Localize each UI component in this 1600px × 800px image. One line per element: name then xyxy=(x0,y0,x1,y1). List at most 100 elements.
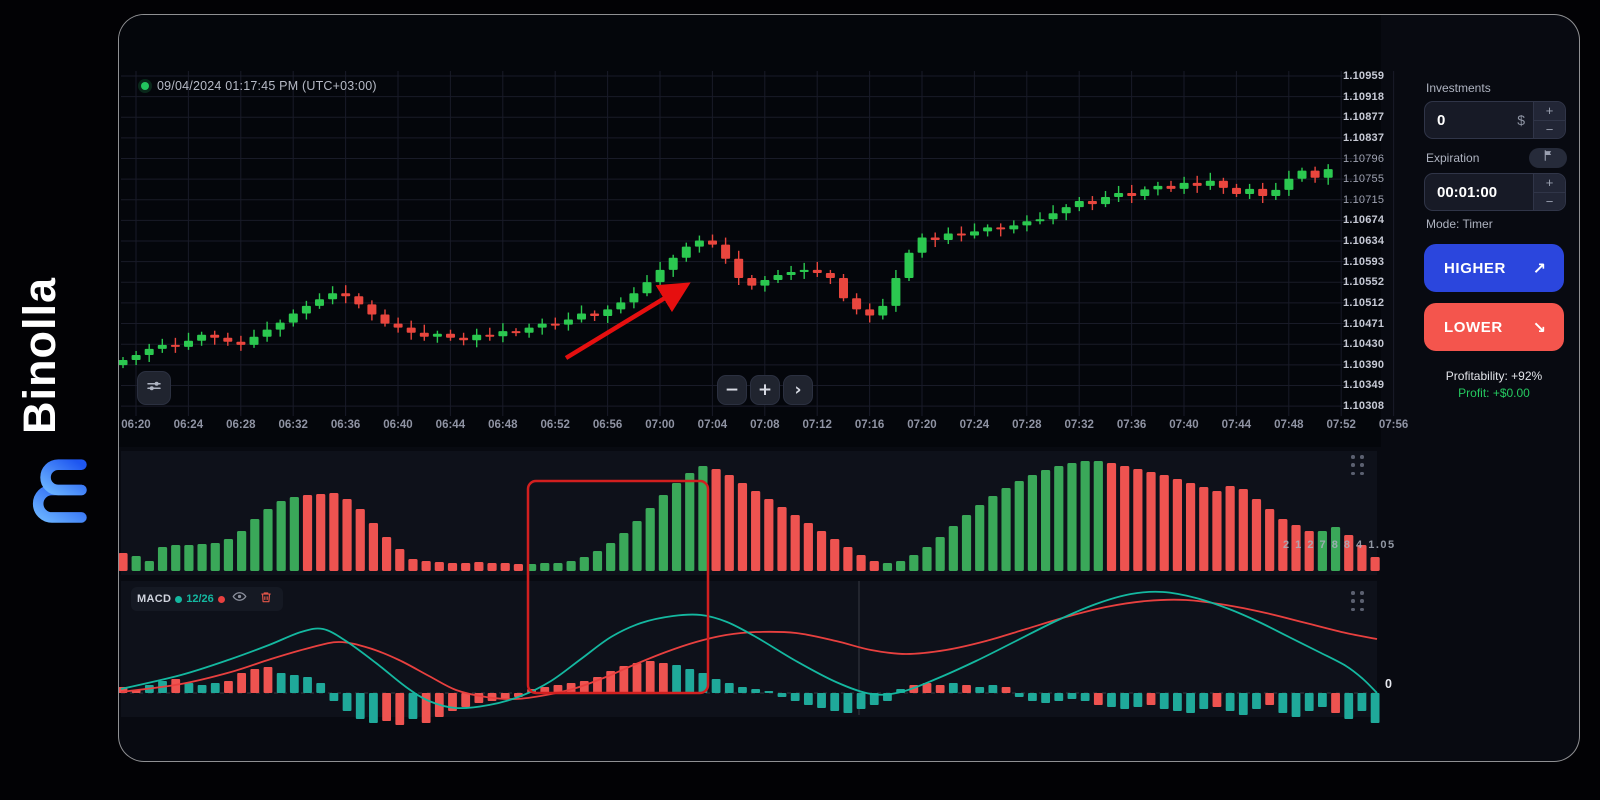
expiration-field[interactable]: 00:01:00 + − xyxy=(1424,173,1566,211)
hist-bar xyxy=(540,563,550,571)
hist-bar xyxy=(1093,461,1103,571)
hist-bar xyxy=(922,547,932,571)
timestamp-text: 09/04/2024 01:17:45 PM (UTC+03:00) xyxy=(157,79,377,93)
price-tick-label: 1.10308 xyxy=(1343,400,1385,413)
histogram-drag-handle[interactable] xyxy=(1351,455,1366,477)
zoom-out-button[interactable]: − xyxy=(717,375,747,405)
live-dot-icon xyxy=(141,82,149,90)
annotations xyxy=(526,282,710,695)
time-tick-label: 07:08 xyxy=(750,419,780,431)
time-tick-label: 06:44 xyxy=(435,419,466,431)
expiration-flag-toggle[interactable] xyxy=(1529,148,1567,168)
hist-bar xyxy=(909,555,919,571)
price-tick-label: 1.10593 xyxy=(1343,255,1385,268)
candle xyxy=(1218,180,1228,188)
macd-bar xyxy=(803,693,813,705)
candle xyxy=(786,271,796,275)
hist-bar xyxy=(645,508,655,571)
macd-bar xyxy=(276,673,286,693)
investments-field[interactable]: 0 $ + − xyxy=(1424,101,1566,139)
macd-bar xyxy=(197,685,207,693)
macd-bar xyxy=(935,685,945,693)
candle xyxy=(996,227,1006,230)
hist-bar xyxy=(171,545,181,571)
candle xyxy=(760,280,770,286)
macd-bar xyxy=(777,693,787,697)
hist-bar xyxy=(302,495,313,571)
hist-bar xyxy=(1014,481,1024,571)
hist-bar xyxy=(250,519,260,571)
chart-grid xyxy=(121,71,1395,416)
candlestick-series xyxy=(119,164,1333,369)
candle xyxy=(419,332,429,337)
time-tick-label: 07:52 xyxy=(1326,419,1356,431)
macd-series xyxy=(119,581,1380,725)
hist-bar xyxy=(1370,557,1380,571)
macd-bar xyxy=(764,691,774,693)
chart-settings-button[interactable] xyxy=(137,371,171,405)
delete-indicator-button[interactable] xyxy=(255,590,277,608)
hist-bar xyxy=(210,543,220,571)
candle xyxy=(904,252,914,279)
hist-bar xyxy=(1120,466,1130,571)
investments-increase-button[interactable]: + xyxy=(1534,102,1565,121)
price-tick-label: 1.10552 xyxy=(1343,276,1385,289)
candle xyxy=(1140,189,1150,196)
zoom-in-button[interactable]: + xyxy=(750,375,780,405)
candle xyxy=(1127,192,1137,196)
candle xyxy=(563,319,573,325)
macd-bar xyxy=(751,689,761,693)
hist-bar xyxy=(606,543,616,571)
visibility-toggle-button[interactable] xyxy=(229,590,251,608)
candle xyxy=(799,269,809,272)
candle xyxy=(131,354,141,361)
time-tick-label: 06:56 xyxy=(592,419,623,431)
lower-button[interactable]: LOWER ↘ xyxy=(1424,303,1564,351)
macd-bar xyxy=(408,693,418,719)
macd-bar xyxy=(1331,693,1340,713)
candle xyxy=(603,309,613,316)
candle xyxy=(747,278,757,286)
hist-bar xyxy=(751,491,761,571)
hist-bar xyxy=(1185,483,1196,571)
price-tick-label: 1.10918 xyxy=(1343,90,1385,103)
hist-bar xyxy=(1041,470,1051,571)
candle xyxy=(1297,170,1307,179)
expiration-increase-button[interactable]: + xyxy=(1534,174,1565,193)
minus-icon: − xyxy=(724,380,740,400)
hist-bar xyxy=(237,531,247,571)
scroll-right-button[interactable]: › xyxy=(783,375,813,405)
price-tick-label: 1.10674 xyxy=(1343,214,1385,227)
lower-label: LOWER xyxy=(1444,318,1503,336)
candle xyxy=(917,237,927,253)
time-tick-label: 06:28 xyxy=(226,419,256,431)
investments-decrease-button[interactable]: − xyxy=(1545,121,1554,137)
trash-icon xyxy=(259,590,273,609)
macd-bar xyxy=(724,683,734,693)
hist-bar xyxy=(1251,499,1262,571)
candle xyxy=(642,282,652,294)
candle xyxy=(210,334,220,338)
candle xyxy=(367,304,377,315)
macd-drag-handle[interactable] xyxy=(1351,591,1366,613)
macd-bar xyxy=(1028,693,1037,701)
macd-bar xyxy=(1291,693,1301,717)
macd-bar xyxy=(1357,693,1367,711)
time-tick-label: 07:56 xyxy=(1378,419,1409,431)
flag-icon xyxy=(1542,149,1555,167)
macd-bar xyxy=(790,693,800,701)
hist-bar xyxy=(408,559,418,571)
macd-bar xyxy=(1146,693,1156,705)
macd-bar xyxy=(869,693,879,705)
hist-bar xyxy=(1133,469,1143,571)
higher-button[interactable]: HIGHER ↗ xyxy=(1424,244,1564,292)
macd-legend[interactable]: MACD 12/26 xyxy=(131,587,283,611)
time-tick-label: 07:44 xyxy=(1221,419,1252,431)
macd-bar xyxy=(1238,693,1248,715)
candle xyxy=(773,274,783,281)
candle xyxy=(694,240,704,247)
macd-bar xyxy=(540,687,550,693)
macd-bar xyxy=(1173,693,1182,711)
expiration-decrease-button[interactable]: − xyxy=(1545,193,1554,209)
hist-bar xyxy=(526,564,537,571)
